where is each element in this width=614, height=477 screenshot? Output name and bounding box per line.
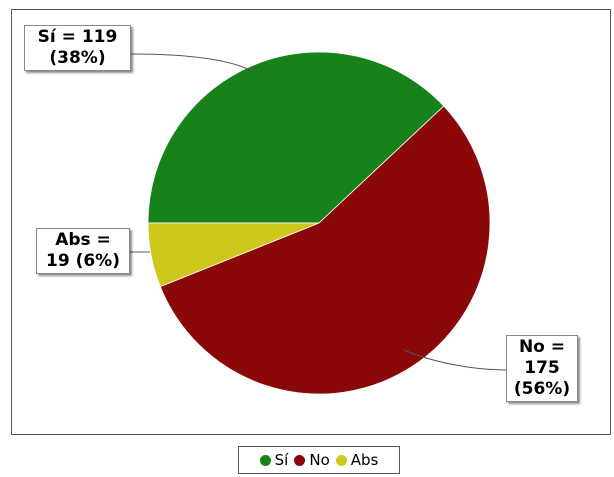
label-abs: Abs = 19 (6%) [36, 228, 130, 274]
label-abs-line2: 19 (6%) [46, 251, 120, 271]
legend-swatch-no [294, 454, 306, 466]
leader-line-no [403, 349, 507, 371]
pie-slice-abs [147, 222, 320, 288]
legend-swatch-abs [335, 454, 347, 466]
legend-label-abs: Abs [350, 451, 379, 469]
label-si-line1: Sí = 119 [37, 27, 118, 47]
pie-slice-si [147, 51, 445, 224]
legend-label-si: Sí [274, 451, 289, 469]
label-si-line2: (38%) [49, 48, 106, 68]
chart-plot-area: Sí = 119 (38%) Abs = 19 (6%) No = 175 (5… [11, 9, 611, 435]
pie-chart [130, 51, 507, 395]
chart-legend: Sí No Abs [238, 446, 400, 474]
legend-item-si: Sí [259, 451, 289, 469]
label-si: Sí = 119 (38%) [24, 25, 131, 71]
legend-item-abs: Abs [335, 451, 379, 469]
legend-item-no: No [294, 451, 330, 469]
label-no-line1: No = [518, 337, 566, 357]
label-no: No = 175 (56%) [506, 335, 578, 402]
leader-line-si [130, 53, 264, 79]
label-no-line3: (56%) [513, 379, 571, 399]
pie-slice-no [159, 105, 491, 395]
label-abs-line1: Abs = [55, 230, 111, 250]
legend-swatch-si [259, 454, 271, 466]
label-no-line2: 175 [524, 358, 560, 378]
legend-label-no: No [309, 451, 330, 469]
